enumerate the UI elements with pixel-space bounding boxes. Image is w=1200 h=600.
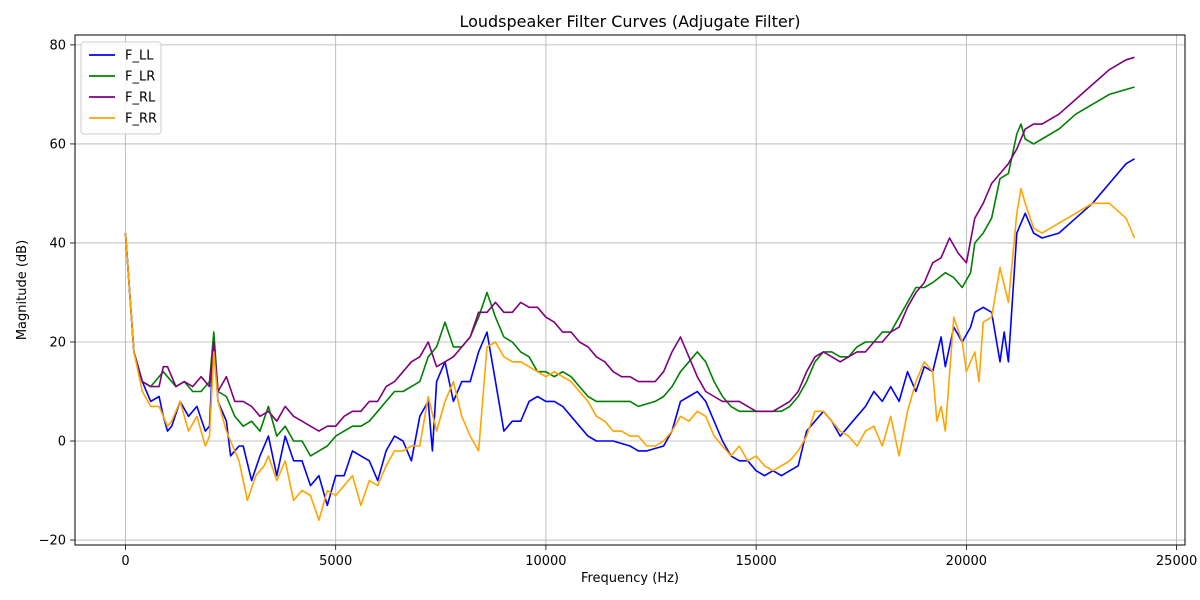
x-tick-label: 10000	[525, 554, 566, 569]
series-line-f-rr	[124, 187, 1136, 521]
legend-label: F_RL	[125, 91, 156, 106]
y-tick-label: 80	[49, 38, 66, 53]
y-tick-label: 20	[49, 335, 66, 350]
x-tick-label: 15000	[735, 554, 776, 569]
legend-label: F_LL	[125, 49, 154, 64]
y-tick-label: 40	[49, 236, 66, 251]
x-tick-label: 25000	[1156, 554, 1197, 569]
y-tick-label: −20	[39, 534, 66, 549]
legend-label: F_LR	[125, 70, 155, 85]
plot-frame	[74, 34, 1186, 546]
legend-label: F_RR	[125, 112, 157, 127]
x-tick-label: 0	[121, 554, 129, 569]
y-axis-label: Magnitude (dB)	[15, 240, 30, 340]
series-line-f-rl	[124, 56, 1135, 432]
series-line-f-lr	[124, 86, 1135, 457]
chart-title: Loudspeaker Filter Curves (Adjugate Filt…	[459, 12, 800, 31]
grid-lines	[75, 35, 1185, 545]
series-line-f-ll	[124, 158, 1135, 507]
series-lines	[124, 56, 1136, 521]
legend-box	[80, 41, 162, 135]
y-tick-label: 60	[49, 137, 66, 152]
legend: F_LL F_LR F_RL F_RR	[80, 41, 162, 135]
y-tick-label: 0	[58, 435, 66, 450]
x-tick-label: 5000	[319, 554, 352, 569]
axis-ticks: 0 5000 10000 15000 20000 25000 −20 0 20 40 60 80	[39, 38, 1198, 569]
x-tick-label: 20000	[946, 554, 987, 569]
x-axis-label: Frequency (Hz)	[581, 571, 679, 586]
